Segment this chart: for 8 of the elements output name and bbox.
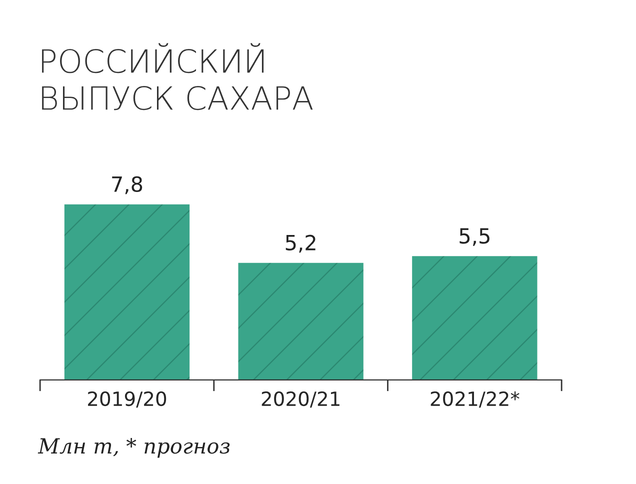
chart-title: РОССИЙСКИЙ ВЫПУСК САХАРА — [42, 43, 313, 110]
text: Млн т, * прогноз — [38, 438, 230, 458]
data-label: 5,5 — [460, 228, 490, 246]
x-tick-label: 2020/21 — [262, 391, 340, 408]
x-tick-label: 2019/20 — [88, 391, 166, 408]
data-label: 5,2 — [286, 234, 316, 253]
x-tick-label: 2021/22* — [430, 391, 520, 408]
data-label: 7,8 — [112, 176, 142, 194]
